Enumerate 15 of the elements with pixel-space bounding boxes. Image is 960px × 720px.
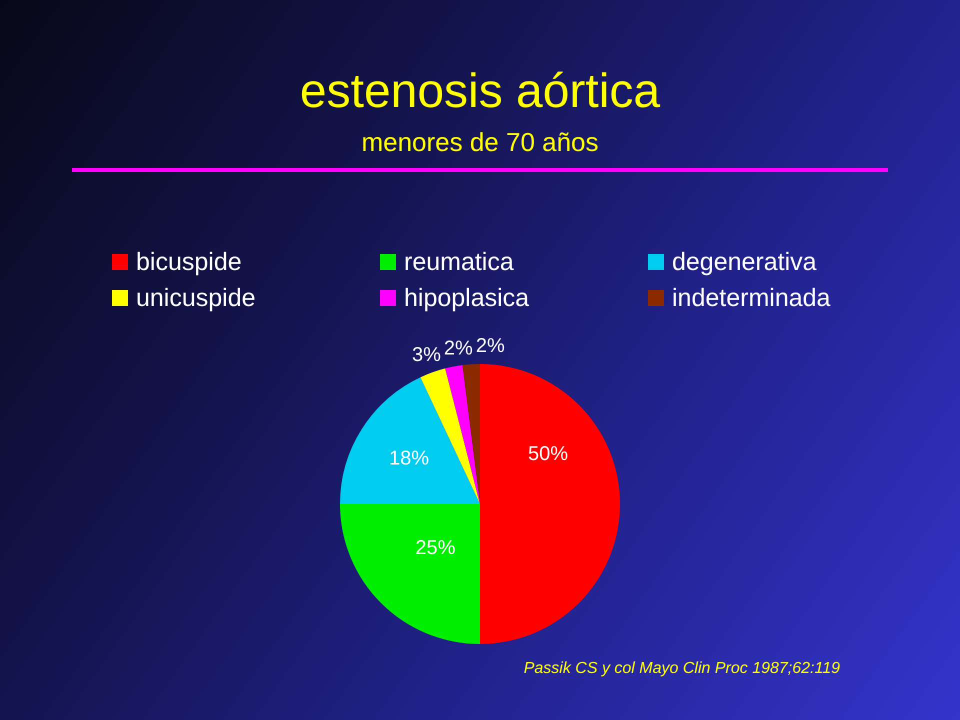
legend-label: hipoplasica [404, 284, 530, 312]
data-label: 3% [412, 344, 442, 366]
data-label: 50% [528, 443, 568, 466]
text: Passik CS y col Mayo Clin Proc 1987;62:119 [524, 660, 840, 678]
data-label: 2% [476, 334, 505, 357]
data-label: 2% [444, 337, 474, 360]
chart-subtitle: menores de 70 años [360, 126, 600, 158]
chart-title: estenosis aórtica [298, 64, 662, 120]
legend-label: indeterminada [672, 284, 830, 312]
legend-label: bicuspide [136, 248, 242, 276]
legend-label: degenerativa [672, 248, 817, 276]
data-label: 25% [415, 537, 456, 560]
legend-label: unicuspide [136, 284, 256, 312]
legend-label: reumatica [404, 248, 514, 276]
data-label: 18% [389, 448, 430, 470]
